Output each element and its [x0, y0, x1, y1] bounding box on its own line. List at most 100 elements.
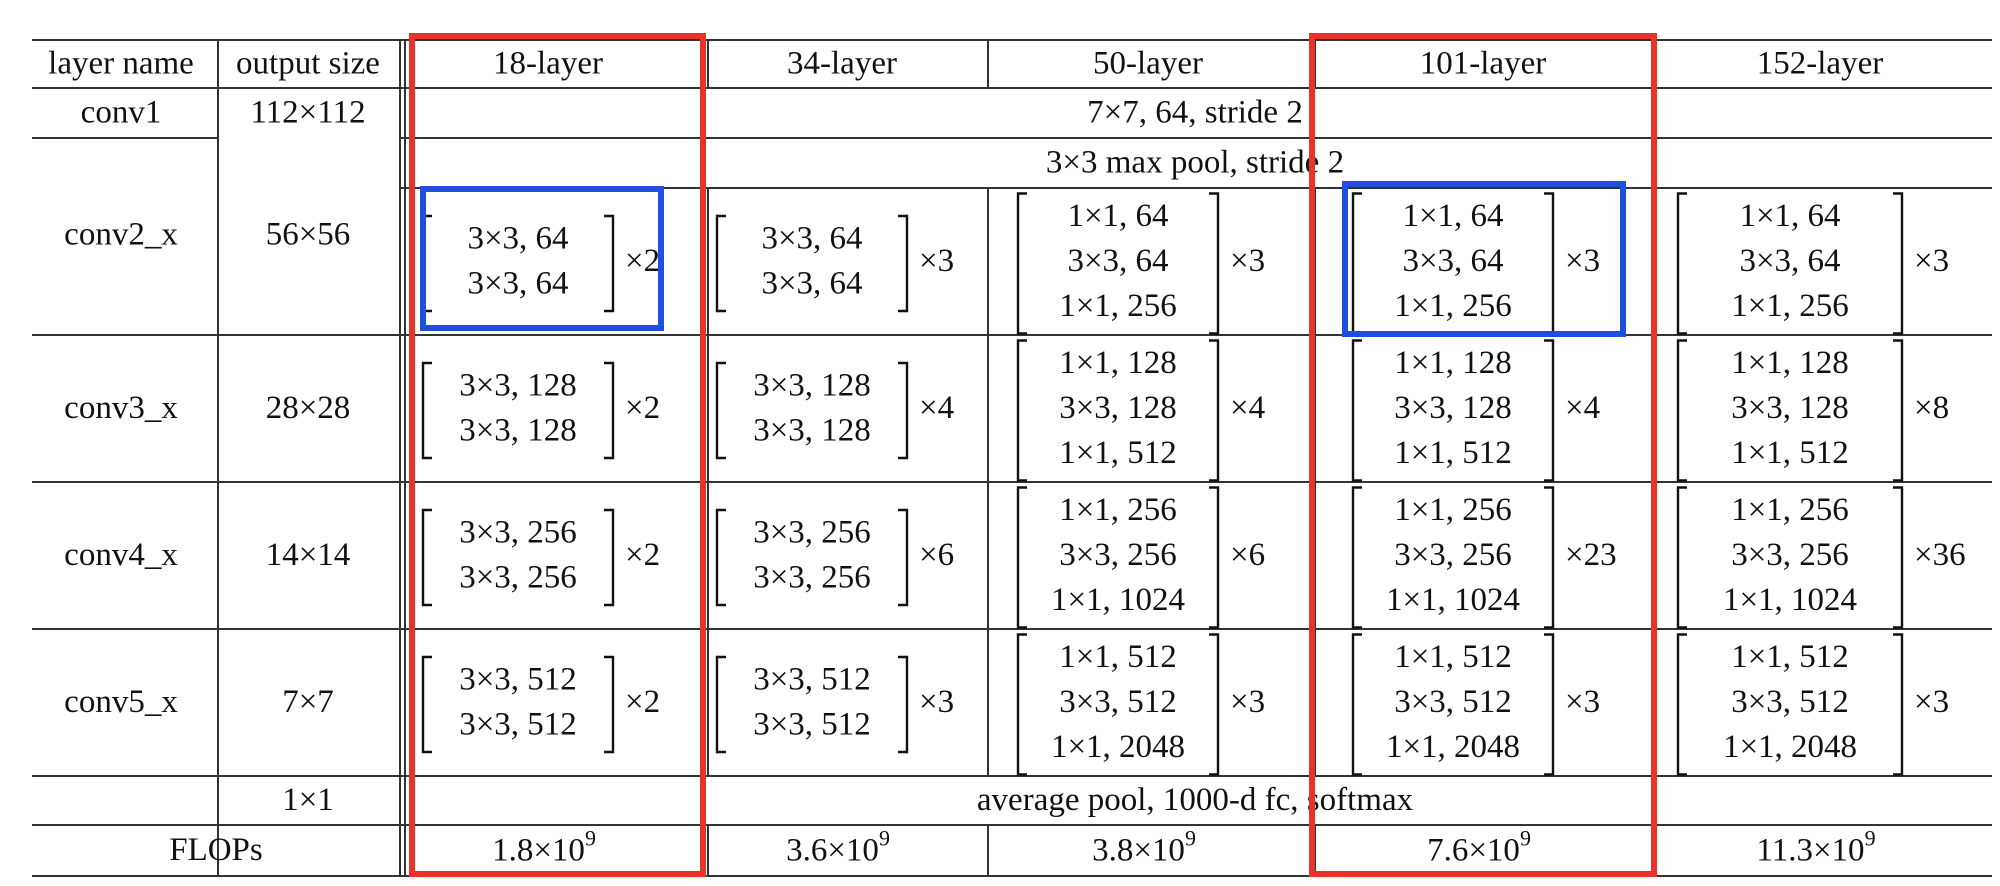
column-header: 152-layer: [1757, 46, 1883, 82]
flops-value: 11.3×109: [1756, 826, 1875, 869]
flops-base: 3.8×10: [1092, 832, 1185, 868]
block-multiplier: ×4: [1230, 390, 1265, 426]
bracket-right: [1209, 339, 1220, 482]
block-multiplier: ×4: [919, 390, 954, 426]
bracket-left: [421, 655, 432, 754]
block-spec-line: 3×3, 64: [1402, 243, 1503, 279]
flops-exponent: 9: [1520, 826, 1531, 851]
conv1-spec: 7×7, 64, stride 2: [1087, 95, 1303, 131]
block-multiplier: ×4: [1565, 390, 1600, 426]
block-multiplier: ×3: [1565, 684, 1600, 720]
block-spec-line: 3×3, 128: [1394, 390, 1512, 426]
output-size-final: 1×1: [282, 782, 334, 818]
bracket-left: [1351, 486, 1362, 629]
column-header: 34-layer: [787, 46, 897, 82]
block-spec-line: 1×1, 2048: [1386, 729, 1520, 765]
block-multiplier: ×3: [1914, 684, 1949, 720]
block-multiplier: ×2: [625, 243, 660, 279]
block-spec-line: 3×3, 512: [1059, 684, 1177, 720]
bracket-right: [1544, 339, 1555, 482]
block-spec-line: 1×1, 64: [1739, 198, 1840, 234]
highlight-18-layer-column: [409, 33, 706, 877]
block-spec-line: 1×1, 1024: [1723, 582, 1857, 618]
block-spec-line: 3×3, 128: [753, 368, 871, 404]
block-multiplier: ×2: [625, 684, 660, 720]
block-spec-line: 1×1, 2048: [1723, 729, 1857, 765]
block-spec-line: 1×1, 64: [1402, 198, 1503, 234]
highlight-101-layer-bottleneck-block: [1342, 181, 1626, 337]
block-spec-line: 1×1, 128: [1394, 345, 1512, 381]
block-spec-line: 1×1, 64: [1067, 198, 1168, 234]
flops-label: FLOPs: [169, 832, 263, 868]
bracket-right: [604, 214, 615, 313]
bracket-left: [1676, 192, 1687, 335]
block-multiplier: ×3: [1914, 243, 1949, 279]
block-spec-line: 1×1, 128: [1059, 345, 1177, 381]
column-header: 50-layer: [1093, 46, 1203, 82]
block-spec-line: 3×3, 512: [459, 662, 577, 698]
block-spec-line: 3×3, 128: [1731, 390, 1849, 426]
flops-exponent: 9: [585, 826, 596, 851]
block-spec-line: 3×3, 512: [753, 707, 871, 743]
bracket-right: [898, 508, 909, 607]
block-multiplier: ×8: [1914, 390, 1949, 426]
block-multiplier: ×2: [625, 390, 660, 426]
output-size-stage: 7×7: [282, 684, 334, 720]
bracket-left: [715, 508, 726, 607]
output-size-stage: 14×14: [266, 537, 351, 573]
bracket-right: [1209, 192, 1220, 335]
bracket-right: [898, 214, 909, 313]
bracket-left: [1676, 633, 1687, 776]
bracket-left: [1016, 339, 1027, 482]
block-multiplier: ×23: [1565, 537, 1617, 573]
flops-value: 7.6×109: [1427, 826, 1531, 869]
block-spec-line: 3×3, 64: [1067, 243, 1168, 279]
block-spec-line: 3×3, 64: [761, 266, 862, 302]
bracket-left: [1016, 486, 1027, 629]
output-size-conv1: 112×112: [250, 95, 365, 131]
flops-exponent: 9: [879, 826, 890, 851]
block-spec-line: 3×3, 256: [459, 560, 577, 596]
flops-base: 11.3×10: [1756, 832, 1864, 868]
column-header: output size: [236, 46, 380, 82]
bracket-right: [1209, 633, 1220, 776]
block-multiplier: ×3: [919, 243, 954, 279]
bracket-right: [1209, 486, 1220, 629]
block-spec-line: 1×1, 1024: [1386, 582, 1520, 618]
bracket-left: [421, 361, 432, 460]
block-spec-line: 3×3, 512: [459, 707, 577, 743]
block-spec-line: 3×3, 256: [1059, 537, 1177, 573]
max-pool-spec: 3×3 max pool, stride 2: [1046, 145, 1344, 181]
output-size-stage: 28×28: [266, 390, 351, 426]
block-spec-line: 1×1, 256: [1059, 288, 1177, 324]
column-header: 101-layer: [1420, 46, 1546, 82]
flops-base: 3.6×10: [786, 832, 879, 868]
block-spec-line: 3×3, 128: [459, 413, 577, 449]
bracket-left: [1676, 339, 1687, 482]
block-multiplier: ×6: [1230, 537, 1265, 573]
block-multiplier: ×3: [1230, 684, 1265, 720]
row-label-conv1: conv1: [81, 95, 162, 131]
block-spec-line: 3×3, 128: [753, 413, 871, 449]
bracket-right: [898, 361, 909, 460]
flops-exponent: 9: [1865, 826, 1876, 851]
bracket-left: [715, 655, 726, 754]
bracket-right: [1544, 486, 1555, 629]
row-label-stage: conv2_x: [64, 217, 178, 253]
block-spec-line: 3×3, 256: [753, 560, 871, 596]
bracket-right: [604, 655, 615, 754]
bracket-right: [604, 361, 615, 460]
block-multiplier: ×3: [1230, 243, 1265, 279]
column-header: layer name: [48, 46, 194, 82]
block-spec-line: 3×3, 64: [761, 221, 862, 257]
flops-value: 3.6×109: [786, 826, 890, 869]
block-spec-line: 1×1, 2048: [1051, 729, 1185, 765]
block-spec-line: 3×3, 64: [1739, 243, 1840, 279]
block-spec-line: 3×3, 256: [753, 515, 871, 551]
block-multiplier: ×36: [1914, 537, 1966, 573]
bracket-left: [1016, 633, 1027, 776]
block-spec-line: 1×1, 512: [1394, 639, 1512, 675]
block-spec-line: 1×1, 256: [1394, 492, 1512, 528]
